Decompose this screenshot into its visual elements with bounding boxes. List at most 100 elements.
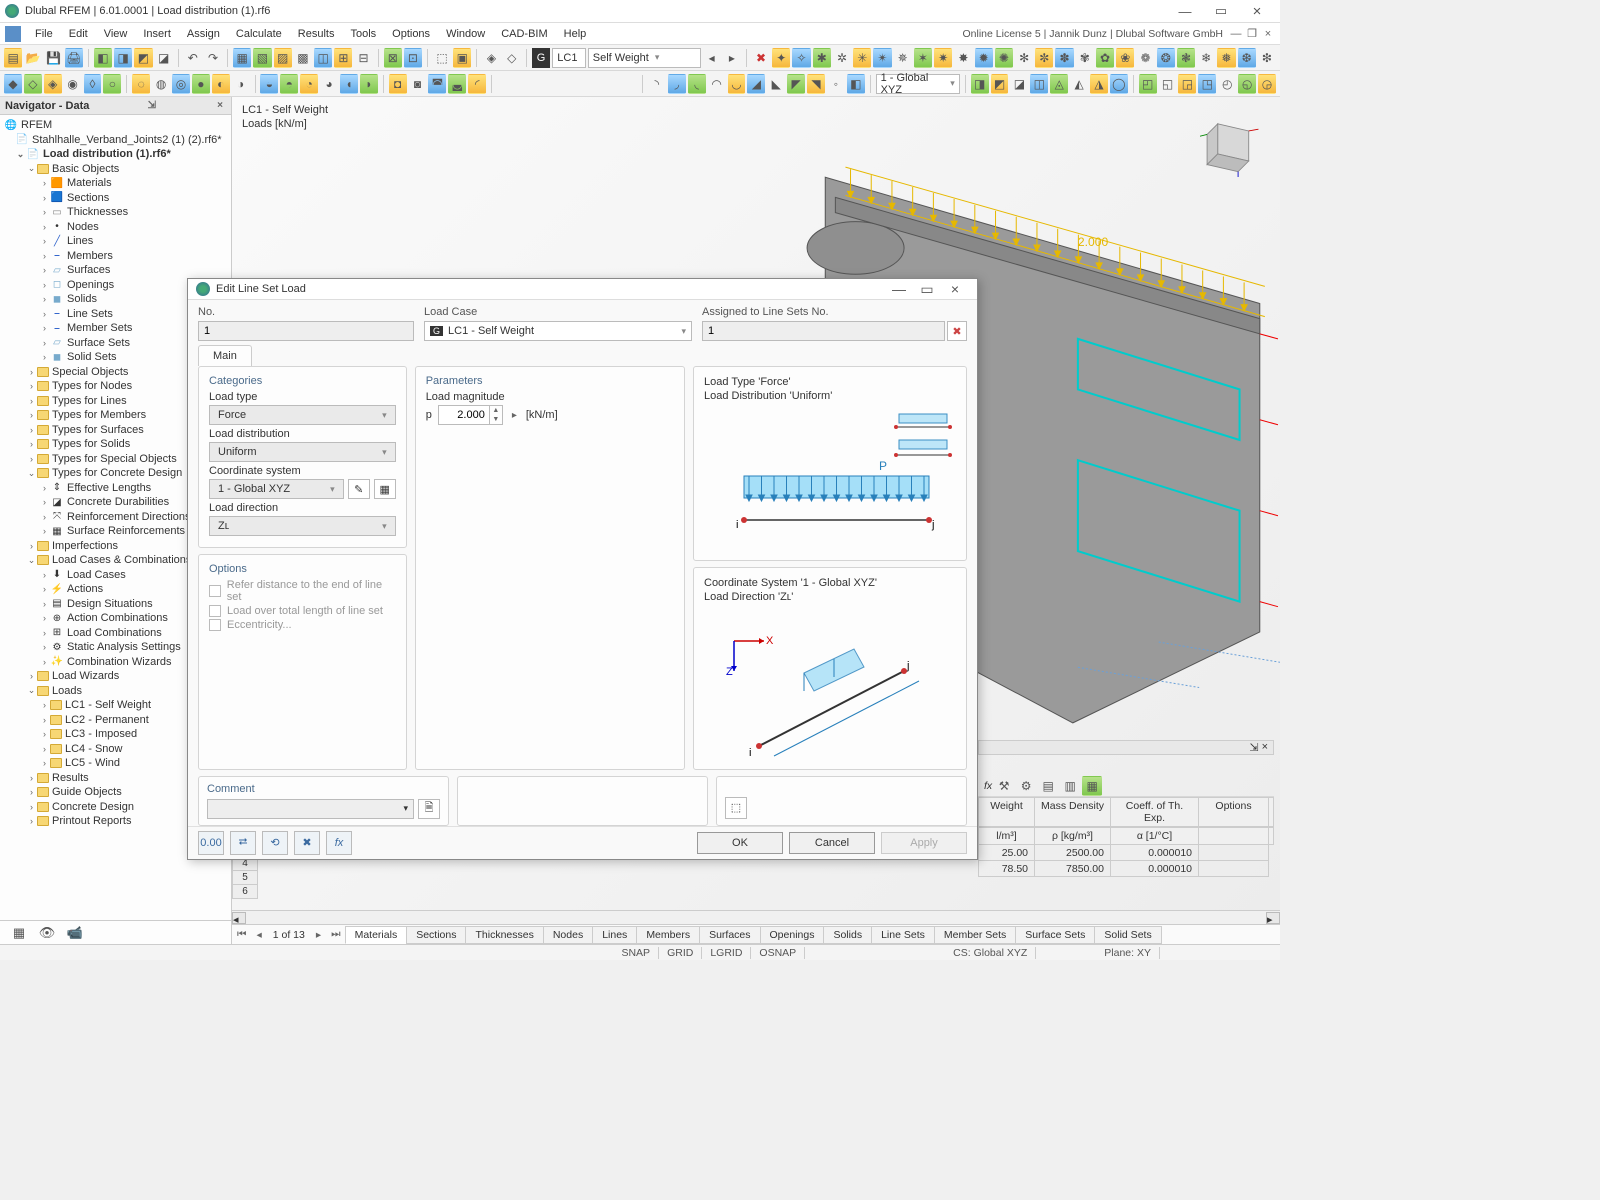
- bottom-tab-nodes[interactable]: Nodes: [543, 926, 593, 944]
- dialog-minimize-icon[interactable]: —: [885, 279, 913, 299]
- tree-lcc-item-0[interactable]: Load Cases: [67, 569, 126, 581]
- t2-d[interactable]: ◉: [64, 74, 82, 94]
- tb-p[interactable]: ◈: [482, 48, 500, 68]
- menu-calculate[interactable]: Calculate: [228, 23, 290, 45]
- tree-lcc-item-2[interactable]: Design Situations: [67, 598, 153, 610]
- tb-f[interactable]: ▧: [253, 48, 271, 68]
- t2-s[interactable]: ◘: [389, 74, 407, 94]
- tab-first-icon[interactable]: ⏮: [232, 928, 251, 941]
- tree-lcc-item-5[interactable]: Static Analysis Settings: [67, 641, 181, 653]
- nav-tab-rec-icon[interactable]: 📹: [64, 924, 86, 942]
- tree-concrete-item-3[interactable]: Surface Reinforcements: [67, 525, 185, 537]
- tree-loads[interactable]: Loads: [52, 685, 82, 697]
- t2-x[interactable]: ◝: [648, 74, 666, 94]
- nav-tab-view-icon[interactable]: 👁: [36, 924, 58, 942]
- bottom-tab-surface-sets[interactable]: Surface Sets: [1015, 926, 1095, 944]
- magnitude-step-icon[interactable]: ▸: [509, 410, 520, 421]
- t2-q[interactable]: ◖: [340, 74, 358, 94]
- menu-edit[interactable]: Edit: [61, 23, 96, 45]
- tb-g[interactable]: ▨: [274, 48, 292, 68]
- undo-icon[interactable]: ↶: [184, 48, 202, 68]
- table-tool-e[interactable]: ▦: [1082, 776, 1102, 796]
- tree-tail-1[interactable]: Guide Objects: [52, 786, 122, 798]
- table-cell[interactable]: 78.50: [979, 861, 1035, 877]
- tree-group-5[interactable]: Types for Solids: [52, 438, 130, 450]
- lc-prev-icon[interactable]: ◂: [703, 48, 721, 68]
- tree-lcc[interactable]: Load Cases & Combinations: [52, 554, 191, 566]
- ftr-tool-a[interactable]: ⮂: [230, 831, 256, 855]
- tree-lcc-item-4[interactable]: Load Combinations: [67, 627, 162, 639]
- lc-next-icon[interactable]: ▸: [723, 48, 741, 68]
- tb-r15[interactable]: ✼: [1035, 48, 1053, 68]
- t2-al[interactable]: ◫: [1030, 74, 1048, 94]
- t2-h[interactable]: ◍: [152, 74, 170, 94]
- tb-btn-b[interactable]: ◨: [114, 48, 132, 68]
- tree-load-4[interactable]: LC5 - Wind: [65, 757, 120, 769]
- tree-load-2[interactable]: LC3 - Imposed: [65, 728, 137, 740]
- table-cell[interactable]: 0.000010: [1111, 845, 1199, 861]
- t2-a[interactable]: ◆: [4, 74, 22, 94]
- tb-open-icon[interactable]: 📂: [24, 48, 42, 68]
- tb-r1[interactable]: ✖: [752, 48, 770, 68]
- tree-lw[interactable]: Load Wizards: [52, 670, 119, 682]
- tree-basic[interactable]: Basic Objects: [52, 163, 119, 175]
- menu-window[interactable]: Window: [438, 23, 493, 45]
- cancel-button[interactable]: Cancel: [789, 832, 875, 854]
- menu-cad-bim[interactable]: CAD-BIM: [493, 23, 555, 45]
- ftr-tool-d[interactable]: fx: [326, 831, 352, 855]
- menu-insert[interactable]: Insert: [135, 23, 179, 45]
- tree-project-1[interactable]: Load distribution (1).rf6*: [43, 148, 171, 160]
- t2-k[interactable]: ◐: [212, 74, 230, 94]
- t2-af[interactable]: ◥: [807, 74, 825, 94]
- t2-j[interactable]: ●: [192, 74, 210, 94]
- menu-assign[interactable]: Assign: [179, 23, 228, 45]
- tree-basic-3[interactable]: Nodes: [67, 221, 99, 233]
- table-cell[interactable]: 0.000010: [1111, 861, 1199, 877]
- tab-last-icon[interactable]: ⏭: [326, 928, 345, 941]
- magnitude-input[interactable]: [439, 406, 489, 424]
- table-header-2[interactable]: Coeff. of Th. Exp.: [1111, 798, 1199, 826]
- table-tool-b[interactable]: ⚙: [1016, 776, 1036, 796]
- t2-am[interactable]: ◬: [1050, 74, 1068, 94]
- tb-e[interactable]: ▦: [233, 48, 251, 68]
- t2-an[interactable]: ◭: [1070, 74, 1088, 94]
- tree-group-0[interactable]: Special Objects: [52, 366, 128, 378]
- loaddist-select[interactable]: Uniform▾: [209, 442, 396, 462]
- tb-r7[interactable]: ✴: [873, 48, 891, 68]
- menu-view[interactable]: View: [96, 23, 136, 45]
- opt-pin-icon[interactable]: ⇲: [1249, 741, 1258, 754]
- tree-basic-11[interactable]: Surface Sets: [67, 337, 130, 349]
- t2-ap[interactable]: ◯: [1110, 74, 1128, 94]
- apply-button[interactable]: Apply: [881, 832, 967, 854]
- ftr-tool-units[interactable]: 0.00: [198, 831, 224, 855]
- bottom-tab-surfaces[interactable]: Surfaces: [699, 926, 760, 944]
- menu-tools[interactable]: Tools: [342, 23, 384, 45]
- tb-k[interactable]: ⊟: [354, 48, 372, 68]
- minimize-button[interactable]: —: [1167, 1, 1203, 21]
- status-grid[interactable]: GRID: [659, 947, 702, 959]
- tb-r16[interactable]: ✽: [1055, 48, 1073, 68]
- table-tool-a[interactable]: ⚒: [994, 776, 1014, 796]
- tb-m[interactable]: ⊡: [404, 48, 422, 68]
- tb-r20[interactable]: ❁: [1136, 48, 1154, 68]
- tb-btn-a[interactable]: ◧: [94, 48, 112, 68]
- tree-tail-2[interactable]: Concrete Design: [52, 801, 134, 813]
- menu-help[interactable]: Help: [556, 23, 595, 45]
- bottom-tab-sections[interactable]: Sections: [406, 926, 466, 944]
- loadcase-combo[interactable]: G LC1 - Self Weight▾: [424, 321, 692, 341]
- bottom-tab-thicknesses[interactable]: Thicknesses: [465, 926, 543, 944]
- nav-pin-icon[interactable]: ⇲: [145, 100, 159, 111]
- tree-project-0[interactable]: Stahlhalle_Verband_Joints2 (1) (2).rf6*: [32, 134, 222, 146]
- tree-concrete-item-0[interactable]: Effective Lengths: [67, 482, 151, 494]
- t2-b[interactable]: ◇: [24, 74, 42, 94]
- cs-new-button[interactable]: ✎: [348, 479, 370, 499]
- tb-n[interactable]: ⬚: [433, 48, 451, 68]
- tree-tail-0[interactable]: Results: [52, 772, 89, 784]
- tree-group-4[interactable]: Types for Surfaces: [52, 424, 144, 436]
- tree-basic-7[interactable]: Openings: [67, 279, 114, 291]
- table-cell[interactable]: [1199, 845, 1269, 861]
- ok-button[interactable]: OK: [697, 832, 783, 854]
- tree-concrete[interactable]: Types for Concrete Design: [52, 467, 182, 479]
- tb-new-icon[interactable]: ▤: [4, 48, 22, 68]
- menu-results[interactable]: Results: [290, 23, 343, 45]
